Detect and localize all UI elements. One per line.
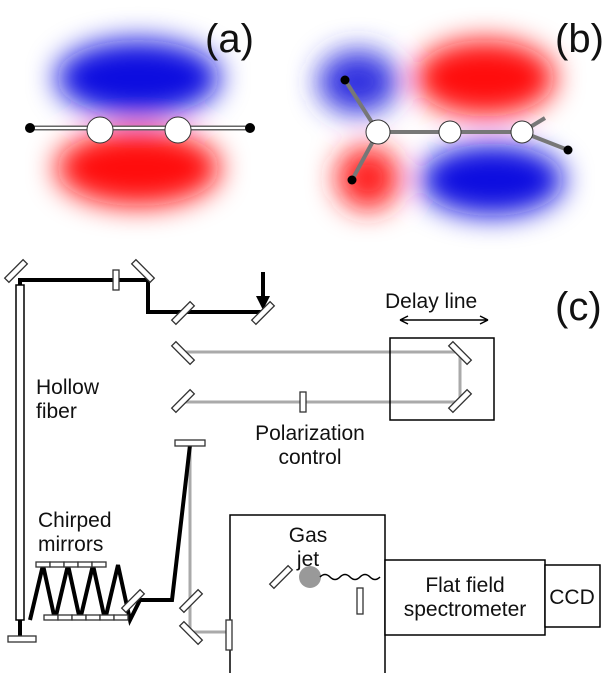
delay-stage [390,338,494,420]
label: Delay line [385,290,477,313]
panel-label: (b) [555,17,604,61]
label: mirrors [38,533,103,556]
label: Flat field [425,574,504,597]
orbital-a [56,40,220,206]
label: Gas [289,524,328,547]
hollow-fiber [16,285,24,620]
label: CCD [549,586,595,609]
label: control [278,446,341,469]
figure: (a) (b) [0,0,611,673]
panel-label: (a) [205,17,254,61]
label: Hollow [36,376,100,399]
label: fiber [36,400,77,423]
panel-label: (c) [555,285,602,329]
label: spectrometer [404,598,527,621]
label: jet [296,548,319,571]
label: Polarization [255,422,365,445]
label: Chirped [38,509,112,532]
